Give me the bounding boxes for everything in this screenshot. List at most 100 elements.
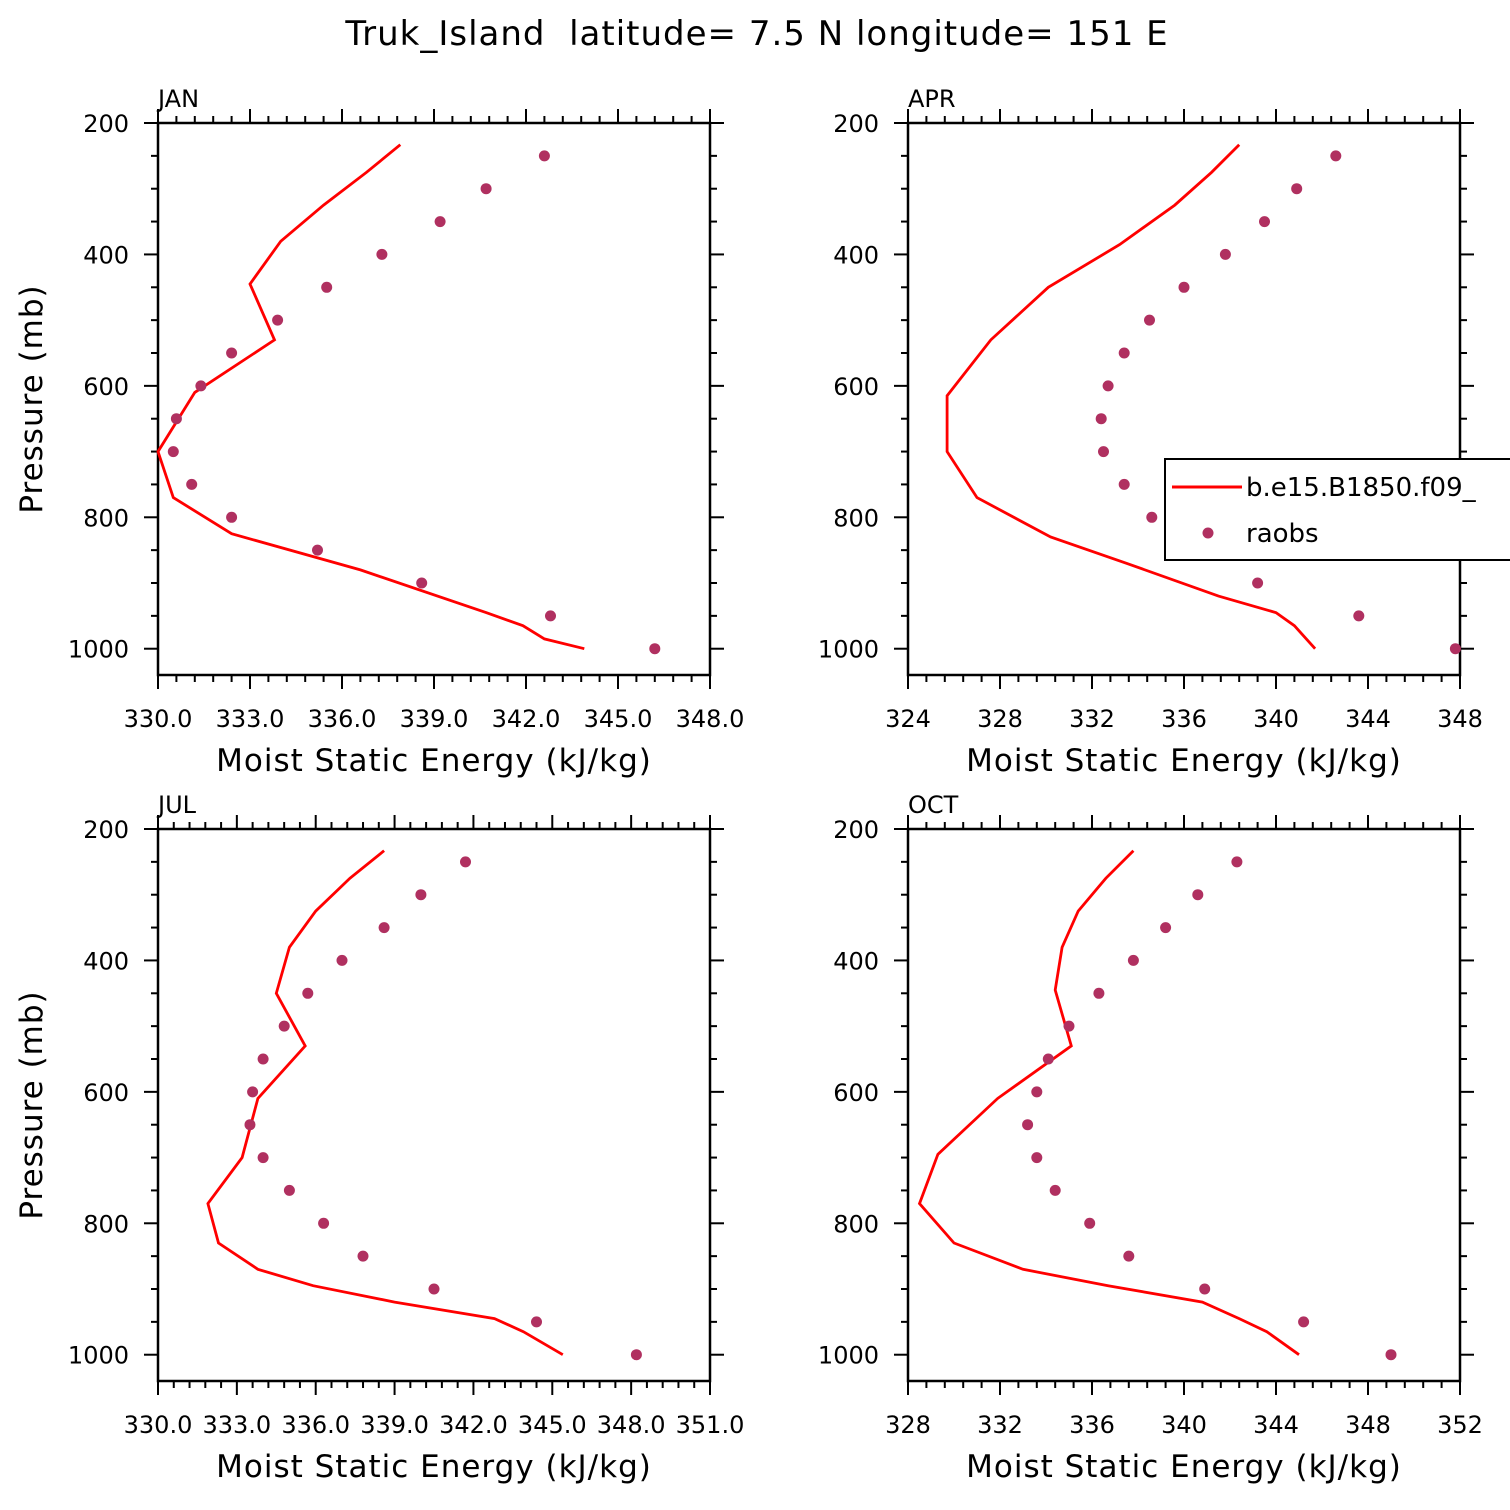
figure-title: Truk_Island latitude= 7.5 N longitude= 1… — [344, 14, 1168, 54]
y-tick-label: 200 — [833, 816, 879, 844]
y-tick-label: 800 — [833, 1210, 879, 1238]
x-tick-label: 340 — [1161, 1411, 1207, 1439]
x-tick-label: 324 — [885, 705, 931, 733]
raobs-point — [378, 922, 390, 934]
raobs-point — [1385, 1349, 1397, 1361]
raobs-point — [480, 183, 492, 195]
y-tick-label: 400 — [83, 947, 129, 975]
raobs-point — [1252, 577, 1264, 589]
model-profile-line — [917, 849, 1300, 1356]
raobs-point — [1049, 1184, 1061, 1196]
raobs-point — [1118, 347, 1130, 359]
y-tick-label: 400 — [83, 241, 129, 269]
y-axis-label: Pressure (mb) — [14, 990, 50, 1219]
x-tick-label: 344 — [1345, 705, 1391, 733]
raobs-point — [357, 1250, 369, 1262]
x-tick-label: 336.0 — [308, 705, 377, 733]
x-tick-label: 345.0 — [584, 705, 653, 733]
x-tick-label: 352 — [1437, 1411, 1483, 1439]
y-tick-label: 1000 — [818, 1342, 879, 1370]
plot-frame — [906, 121, 1462, 677]
panel-label: JAN — [156, 85, 199, 113]
raobs-point — [318, 1217, 330, 1229]
y-tick-label: 800 — [83, 504, 129, 532]
raobs-point — [336, 954, 348, 966]
x-tick-label: 333.0 — [216, 705, 285, 733]
legend-raobs-label: raobs — [1246, 519, 1319, 549]
raobs-point — [244, 1119, 256, 1131]
y-tick-label: 1000 — [818, 636, 879, 664]
raobs-point — [1022, 1119, 1034, 1131]
y-tick-label: 800 — [83, 1210, 129, 1238]
y-tick-label: 600 — [833, 373, 879, 401]
panel-jan: 330.0 333.0 336.0 339.0 342.0 345.0 348.0 200 40… — [14, 85, 744, 779]
raobs-point — [1259, 216, 1270, 228]
x-tick-label: 342.0 — [492, 705, 561, 733]
x-axis-label: Moist Static Energy (kJ/kg) — [216, 1449, 652, 1485]
raobs-point — [545, 610, 556, 622]
x-tick-label: 348 — [1345, 1411, 1391, 1439]
raobs-point — [186, 478, 198, 490]
y-tick-label: 200 — [833, 110, 879, 138]
x-tick-label: 348.0 — [597, 1411, 666, 1439]
raobs-point — [1144, 314, 1155, 326]
panel-apr: 324 328 332 336 340 344 348 200 400 600 800 1000 APR… — [818, 85, 1483, 779]
raobs-point — [283, 1184, 295, 1196]
legend: b.e15.B1850.f09_ raobs — [1164, 458, 1510, 561]
raobs-point — [1353, 610, 1365, 622]
raobs-point — [1330, 150, 1342, 162]
panel-label: APR — [908, 85, 956, 113]
x-tick-label: 330.0 — [124, 705, 193, 733]
raobs-point — [167, 446, 179, 458]
plot-frame — [156, 121, 712, 677]
panel-label: JUL — [156, 791, 197, 819]
y-tick-label: 200 — [83, 816, 129, 844]
raobs-point — [538, 150, 550, 162]
legend-box — [1164, 458, 1510, 561]
raobs-point — [1178, 281, 1190, 293]
raobs-point — [1219, 248, 1231, 260]
x-axis-label: Moist Static Energy (kJ/kg) — [966, 743, 1402, 779]
y-tick-label: 1000 — [68, 636, 129, 664]
panel-label: OCT — [908, 791, 959, 819]
raobs-point — [195, 380, 207, 392]
y-tick-label: 600 — [83, 1079, 129, 1107]
raobs-point — [1231, 856, 1243, 868]
model-profile-line — [206, 849, 564, 1356]
panels: 330.0 333.0 336.0 339.0 342.0 345.0 348.0 200 40… — [14, 85, 1483, 1485]
y-tick-label: 400 — [833, 947, 879, 975]
raobs-point — [416, 577, 428, 589]
raobs-point — [226, 511, 238, 523]
x-tick-label: 339.0 — [360, 1411, 429, 1439]
raobs-point — [1063, 1020, 1075, 1032]
y-tick-label: 400 — [833, 241, 879, 269]
x-tick-label: 339.0 — [400, 705, 469, 733]
raobs-point — [312, 544, 323, 556]
y-tick-label: 1000 — [68, 1342, 129, 1370]
raobs-point — [1449, 643, 1461, 655]
raobs-point — [434, 216, 446, 228]
raobs-point — [1093, 987, 1105, 999]
x-tick-label: 328 — [885, 1411, 931, 1439]
y-tick-label: 200 — [83, 110, 129, 138]
x-tick-label: 332 — [977, 1411, 1023, 1439]
raobs-point — [302, 987, 314, 999]
raobs-point — [415, 889, 427, 901]
raobs-point — [257, 1053, 269, 1065]
x-tick-label: 332 — [1069, 705, 1115, 733]
raobs-point — [272, 314, 284, 326]
raobs-point — [1199, 1283, 1211, 1295]
raobs-point — [649, 643, 661, 655]
legend-model-label: b.e15.B1850.f09_ — [1246, 473, 1477, 503]
x-tick-label: 342.0 — [439, 1411, 508, 1439]
model-profile-line — [156, 143, 585, 651]
raobs-point — [1291, 183, 1303, 195]
raobs-point — [278, 1020, 290, 1032]
y-tick-label: 800 — [833, 504, 879, 532]
raobs-point — [531, 1316, 542, 1328]
panel-jul: 330.0 333.0 336.0 339.0 342.0 345.0 348.0 351.0… — [14, 791, 744, 1485]
raobs-point — [630, 1349, 642, 1361]
raobs-point — [1095, 413, 1107, 425]
x-tick-label: 348.0 — [676, 705, 745, 733]
x-tick-label: 345.0 — [518, 1411, 587, 1439]
